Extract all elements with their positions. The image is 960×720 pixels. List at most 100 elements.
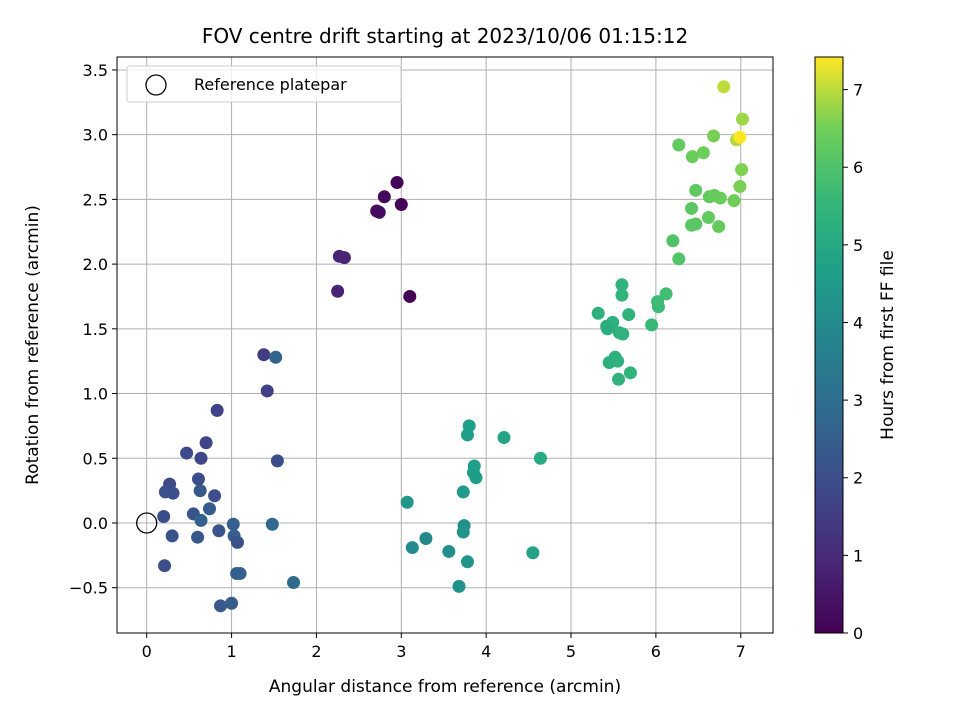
- data-point: [712, 220, 726, 234]
- data-point: [199, 436, 213, 450]
- data-point: [166, 486, 180, 500]
- colorbar-tick-label: 6: [853, 158, 863, 177]
- data-point: [615, 288, 629, 302]
- data-point: [269, 350, 283, 364]
- colorbar-tick-label: 4: [853, 313, 863, 332]
- data-point: [611, 354, 625, 368]
- data-point: [419, 532, 433, 546]
- data-point: [165, 529, 179, 543]
- data-point: [713, 191, 727, 205]
- data-point: [672, 138, 686, 152]
- colorbar-label: Hours from first FF file: [878, 250, 898, 440]
- data-point: [390, 176, 404, 190]
- colorbar-tick-label: 5: [853, 236, 863, 255]
- data-point: [651, 300, 665, 314]
- data-point: [533, 451, 547, 465]
- colorbar-tick-label: 3: [853, 391, 863, 410]
- y-axis-label: Rotation from reference (arcmin): [23, 205, 43, 485]
- x-tick-label: 3: [396, 642, 406, 661]
- x-tick-label: 7: [736, 642, 746, 661]
- data-point: [191, 530, 205, 544]
- data-point: [497, 431, 511, 445]
- data-point: [257, 348, 271, 362]
- data-point: [717, 80, 731, 94]
- legend: Reference platepar: [126, 65, 402, 103]
- y-tick-label: −0.5: [69, 579, 108, 598]
- x-tick-label: 2: [311, 642, 321, 661]
- data-point: [231, 535, 245, 549]
- data-point: [331, 284, 345, 298]
- x-axis-label: Angular distance from reference (arcmin): [269, 677, 621, 697]
- data-point: [225, 596, 239, 610]
- y-tick-label: 3.5: [83, 61, 108, 80]
- data-point: [214, 599, 228, 613]
- data-point: [158, 559, 172, 573]
- legend-box: [126, 65, 402, 103]
- data-point: [591, 306, 605, 320]
- data-point: [702, 211, 716, 225]
- data-point: [394, 198, 408, 212]
- data-point: [689, 217, 703, 231]
- data-point: [733, 179, 747, 193]
- data-point: [337, 251, 351, 265]
- legend-reference-label: Reference platepar: [194, 75, 347, 94]
- data-point: [157, 510, 171, 524]
- x-axis-ticks: 0 1 2 3 4 5 6 7: [142, 633, 746, 661]
- reference-platepar-marker: [136, 512, 158, 534]
- data-point: [696, 146, 710, 160]
- y-axis-ticks: −0.5 0.0 0.5 1.0 1.5 2.0 2.5 3.0 3.5: [69, 61, 117, 598]
- x-tick-label: 6: [651, 642, 661, 661]
- data-point: [622, 308, 636, 322]
- data-point: [203, 502, 217, 516]
- data-point: [526, 546, 540, 560]
- data-point: [460, 428, 474, 442]
- data-point: [456, 525, 470, 539]
- plot-frame: [116, 56, 774, 634]
- data-point: [265, 517, 279, 531]
- data-point: [672, 252, 686, 266]
- x-tick-label: 0: [142, 642, 152, 661]
- data-point: [194, 451, 208, 465]
- x-tick-label: 1: [226, 642, 236, 661]
- y-tick-label: 0.0: [83, 514, 108, 533]
- data-point: [180, 446, 194, 460]
- colorbar-ticks: 0 1 2 3 4 5 6 7: [843, 81, 863, 643]
- data-point: [194, 513, 208, 527]
- data-point: [689, 183, 703, 197]
- colorbar-tick-label: 0: [853, 624, 863, 643]
- data-point: [193, 484, 207, 498]
- data-point: [287, 576, 301, 590]
- data-point: [233, 566, 247, 580]
- data-point: [226, 517, 240, 531]
- data-point: [442, 544, 456, 558]
- data-point: [469, 471, 483, 485]
- colorbar-frame: [814, 56, 844, 634]
- colorbar-tick-label: 2: [853, 469, 863, 488]
- x-tick-label: 4: [481, 642, 491, 661]
- y-tick-label: 3.0: [83, 126, 108, 145]
- data-point: [260, 384, 274, 398]
- data-point: [666, 234, 680, 248]
- data-point: [377, 190, 391, 204]
- data-points: [157, 80, 749, 613]
- colorbar: 0 1 2 3 4 5 6 7 Hours from first FF file: [814, 56, 898, 643]
- data-point: [615, 278, 629, 292]
- data-point: [685, 201, 699, 215]
- data-point: [405, 541, 419, 555]
- data-point: [210, 403, 224, 417]
- data-point: [659, 287, 673, 301]
- data-point: [212, 524, 226, 538]
- legend-reference-marker: [145, 74, 167, 96]
- data-point: [616, 327, 630, 341]
- data-point: [460, 555, 474, 569]
- x-tick-label: 5: [566, 642, 576, 661]
- data-point: [208, 489, 222, 503]
- data-point: [612, 372, 626, 386]
- y-tick-label: 0.5: [83, 449, 108, 468]
- data-point: [727, 194, 741, 208]
- chart-title: FOV centre drift starting at 2023/10/06 …: [202, 24, 688, 48]
- data-point: [456, 485, 470, 499]
- colorbar-tick-label: 1: [853, 546, 863, 565]
- colorbar-gradient: [815, 57, 843, 633]
- y-tick-label: 2.0: [83, 255, 108, 274]
